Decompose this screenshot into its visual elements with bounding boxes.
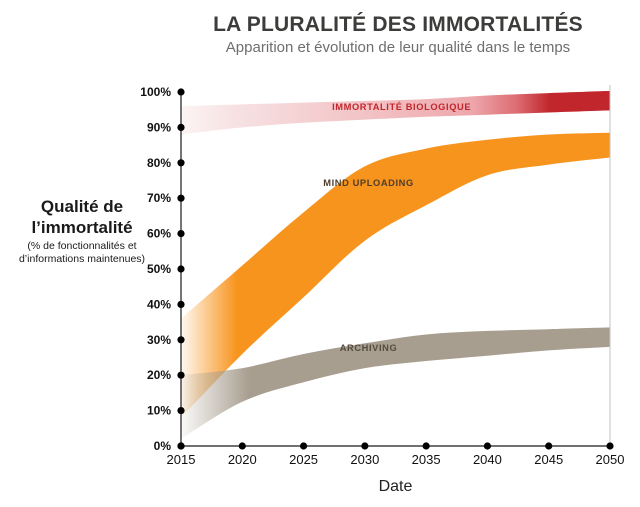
band-archiving: [181, 327, 610, 439]
y-axis-note-line2: d’informations maintenues): [18, 253, 146, 265]
band-label: MIND UPLOADING: [323, 178, 414, 188]
x-tick-dot: [545, 442, 553, 450]
y-axis-title-line1: Qualité de: [40, 197, 124, 216]
x-tick-label: 2015: [167, 452, 196, 467]
y-axis-label-block: Qualité de l’immortalité (% de fonctionn…: [6, 196, 158, 266]
y-tick-dot: [177, 159, 185, 167]
x-axis-title: Date: [379, 478, 413, 495]
y-tick-dot: [177, 336, 185, 344]
y-tick-label: 100%: [140, 85, 171, 99]
y-tick-dot: [177, 265, 185, 273]
y-tick-label: 30%: [147, 333, 171, 347]
chart-subtitle: Apparition et évolution de leur qualité …: [225, 39, 571, 56]
chart-title: LA PLURALITÉ DES IMMORTALITÉS: [213, 13, 583, 36]
y-tick-dot: [177, 371, 185, 379]
y-axis-title: Qualité de l’immortalité: [6, 196, 158, 238]
y-tick-label: 90%: [147, 120, 171, 134]
x-tick-dot: [177, 442, 185, 450]
x-tick-dot: [299, 442, 308, 450]
x-tick-dot: [361, 442, 369, 450]
y-tick-label: 50%: [147, 262, 171, 276]
x-tick-label: 2045: [534, 452, 563, 467]
x-tick-dot: [606, 442, 614, 450]
y-tick-label: 80%: [147, 156, 171, 170]
y-axis-note: (% de fonctionnalités et d’informations …: [6, 240, 158, 266]
y-tick-label: 60%: [147, 227, 171, 241]
x-tick-label: 2025: [289, 452, 318, 467]
y-axis-note-line1: (% de fonctionnalités et: [27, 240, 137, 252]
y-axis-title-line2: l’immortalité: [31, 218, 133, 237]
x-tick-dot: [483, 442, 492, 450]
y-tick-dot: [177, 194, 185, 202]
y-tick-dot: [177, 300, 185, 308]
y-tick-label: 0%: [154, 439, 172, 453]
chart-header: LA PLURALITÉ DES IMMORTALITÉS Apparition…: [156, 13, 640, 56]
x-tick-label: 2035: [412, 452, 441, 467]
x-tick-dot: [238, 442, 246, 450]
y-tick-dot: [177, 407, 185, 415]
band-mind-uploading: [181, 132, 610, 418]
y-tick-dot: [177, 230, 185, 238]
x-tick-label: 2020: [228, 452, 257, 467]
y-tick-dot: [177, 123, 185, 131]
band-label: IMMORTALITÉ BIOLOGIQUE: [332, 102, 471, 112]
y-tick-label: 20%: [147, 368, 171, 382]
x-tick-label: 2040: [473, 452, 502, 467]
x-tick-label: 2050: [596, 452, 625, 467]
y-tick-label: 70%: [147, 191, 171, 205]
x-tick-label: 2030: [350, 452, 379, 467]
x-tick-dot: [422, 442, 430, 450]
y-tick-label: 40%: [147, 297, 171, 311]
band-label: ARCHIVING: [340, 343, 398, 353]
y-tick-label: 10%: [147, 404, 171, 418]
band-immortalit-biologique: [181, 90, 610, 135]
y-tick-dot: [177, 88, 185, 96]
